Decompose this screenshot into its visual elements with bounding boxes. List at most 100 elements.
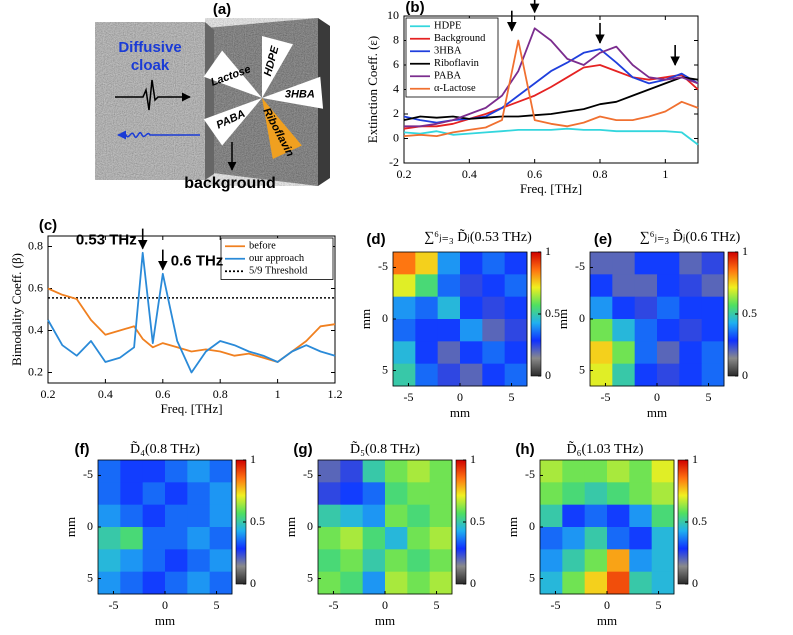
heat-cell xyxy=(362,549,386,573)
y-tick-label: -5 xyxy=(525,467,535,481)
y-tick-label: 0 xyxy=(307,519,313,533)
heat-cell xyxy=(584,504,608,528)
x-tick-label: 0.8 xyxy=(593,167,608,181)
heat-cell xyxy=(504,252,528,275)
heat-cell xyxy=(142,527,166,550)
heat-cell xyxy=(590,363,613,387)
heat-cell xyxy=(460,319,483,342)
legend-label: our approach xyxy=(249,253,305,264)
heat-cell xyxy=(209,571,233,595)
x-tick-label: 0 xyxy=(382,598,388,612)
heat-cell xyxy=(393,341,416,365)
y-tick-label: 2 xyxy=(393,106,399,120)
heat-cell xyxy=(318,504,341,528)
heat-cell xyxy=(540,549,563,573)
heat-cell xyxy=(340,504,364,528)
heat-cell xyxy=(362,482,386,506)
heat-cell xyxy=(415,274,439,298)
x-tick-label: 1 xyxy=(662,167,668,181)
x-axis-label: mm xyxy=(450,405,470,420)
x-tick-label: 5 xyxy=(509,390,515,404)
y-tick-label: 0 xyxy=(382,311,388,325)
heat-cell xyxy=(657,319,680,342)
colorbar-tick-label: 0.5 xyxy=(250,514,265,528)
heat-cell xyxy=(612,341,636,365)
heat-cell xyxy=(629,482,653,506)
heat-cell xyxy=(482,296,506,320)
heat-cell xyxy=(187,549,211,573)
heat-cell xyxy=(634,252,658,275)
heat-cell xyxy=(362,460,386,483)
heat-cell xyxy=(482,274,506,298)
heat-cell xyxy=(393,296,416,320)
colorbar-tick-label: 1 xyxy=(470,452,476,466)
heat-cell xyxy=(209,460,233,483)
panel-label: (a) xyxy=(213,1,231,18)
panel-label: (h) xyxy=(515,441,534,458)
sample-wedge xyxy=(203,50,262,98)
legend-label: Background xyxy=(434,33,486,44)
heat-cell xyxy=(584,571,608,595)
heat-cell xyxy=(504,363,528,387)
colorbar-tick-label: 0 xyxy=(250,576,256,590)
heat-cell xyxy=(209,482,233,506)
heat-cell xyxy=(437,341,461,365)
x-tick-label: 1 xyxy=(275,387,281,401)
x-tick-label: 5 xyxy=(706,390,712,404)
series-line xyxy=(403,76,699,121)
heat-cell xyxy=(98,527,121,550)
x-axis-label: mm xyxy=(375,613,395,628)
heat-cell xyxy=(165,549,188,573)
heat-cell xyxy=(629,504,653,528)
heat-cell xyxy=(340,460,364,483)
heat-cell xyxy=(393,274,416,298)
heat-cell xyxy=(187,482,211,506)
heat-cell xyxy=(612,363,636,387)
heat-cell xyxy=(318,460,341,483)
colorbar-tick-label: 1 xyxy=(692,452,698,466)
heat-cell xyxy=(634,341,658,365)
heat-cell xyxy=(540,460,563,483)
series-line xyxy=(403,39,699,137)
panel-label: (g) xyxy=(293,441,312,458)
heat-cell xyxy=(651,504,675,528)
heat-cell xyxy=(142,571,166,595)
y-tick-label: -5 xyxy=(303,467,313,481)
y-axis-label: mm xyxy=(358,309,373,329)
heat-cell xyxy=(607,482,630,506)
heat-cell xyxy=(634,363,658,387)
annotation: 0.6 THz xyxy=(171,253,224,270)
x-tick-label: 0 xyxy=(457,390,463,404)
heat-cell xyxy=(429,482,453,506)
x-tick-label: -5 xyxy=(108,598,118,612)
heat-cell xyxy=(393,319,416,342)
heat-cell xyxy=(629,527,653,550)
legend-label: 5/9 Threshold xyxy=(249,266,308,277)
y-tick-label: 5 xyxy=(87,570,93,584)
heat-cell xyxy=(362,571,386,595)
heat-cell xyxy=(651,527,675,550)
heat-cell xyxy=(318,482,341,506)
sample-wedge xyxy=(262,98,302,160)
y-tick-label: 0.6 xyxy=(28,280,43,294)
heat-cell xyxy=(460,252,483,275)
y-axis-label: Bimodality Coeff. (β) xyxy=(9,253,24,366)
heat-cell xyxy=(584,549,608,573)
chart-title: ∑⁶ⱼ₌₃ D̃ⱼ(0.6 THz) xyxy=(640,228,741,245)
heat-cell xyxy=(629,571,653,595)
heat-cell xyxy=(142,482,166,506)
legend-label: 3HBA xyxy=(434,46,462,57)
heat-cell xyxy=(120,460,144,483)
y-axis-label: mm xyxy=(63,517,78,537)
heat-cell xyxy=(504,319,528,342)
series-line xyxy=(403,127,699,146)
heat-cell xyxy=(679,252,703,275)
legend-box xyxy=(405,17,499,98)
x-axis-label: mm xyxy=(155,613,175,628)
heat-cell xyxy=(701,252,725,275)
legend-label: Riboflavin xyxy=(434,58,480,69)
sample-wedge xyxy=(262,36,293,98)
heat-cell xyxy=(562,571,586,595)
heat-cell xyxy=(318,571,341,595)
